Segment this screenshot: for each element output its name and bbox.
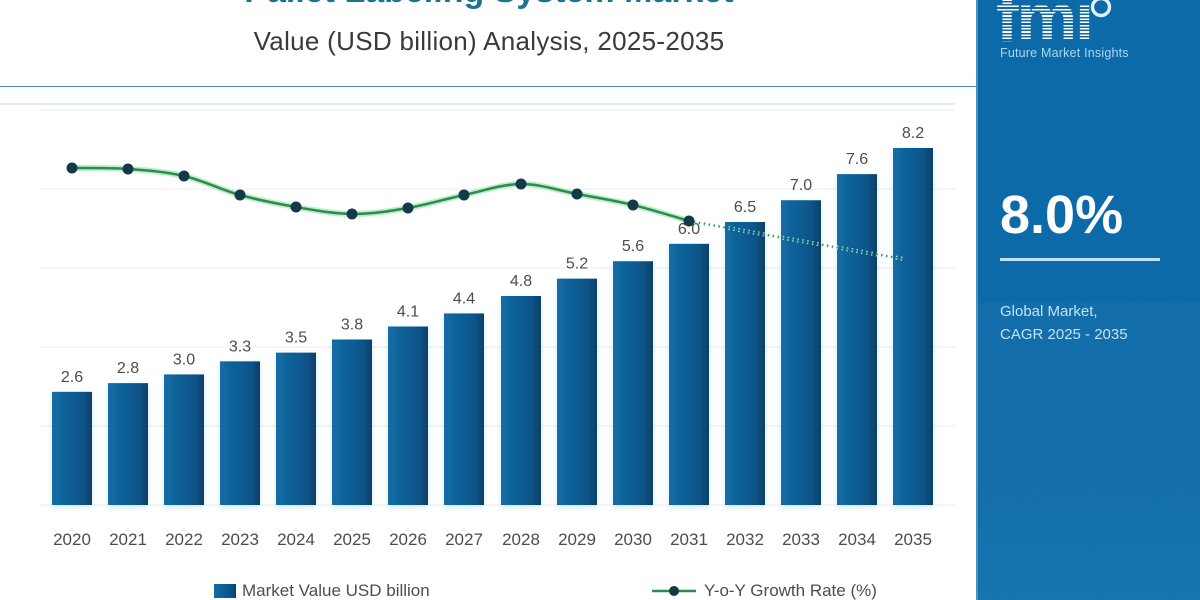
svg-text:2028: 2028 [502, 530, 540, 549]
svg-text:2032: 2032 [726, 530, 764, 549]
svg-text:4.8: 4.8 [510, 273, 532, 290]
svg-text:6.5: 6.5 [734, 199, 756, 216]
svg-text:5.6: 5.6 [622, 238, 644, 255]
svg-text:2.6: 2.6 [61, 369, 83, 386]
svg-text:2030: 2030 [614, 530, 652, 549]
svg-text:2022: 2022 [165, 530, 203, 549]
svg-text:4.4: 4.4 [453, 290, 475, 307]
svg-text:2023: 2023 [221, 530, 259, 549]
svg-text:2020: 2020 [53, 530, 91, 549]
svg-text:3.3: 3.3 [229, 338, 251, 355]
svg-text:7.0: 7.0 [790, 177, 812, 194]
svg-text:2025: 2025 [333, 530, 371, 549]
svg-text:3.0: 3.0 [173, 351, 195, 368]
svg-text:5.2: 5.2 [566, 256, 588, 273]
svg-text:2027: 2027 [445, 530, 483, 549]
svg-text:2034: 2034 [838, 530, 876, 549]
svg-text:7.6: 7.6 [846, 151, 868, 168]
svg-text:8.2: 8.2 [902, 125, 924, 142]
svg-text:2021: 2021 [109, 530, 147, 549]
svg-text:2024: 2024 [277, 530, 315, 549]
svg-text:2033: 2033 [782, 530, 820, 549]
svg-text:2029: 2029 [558, 530, 596, 549]
svg-text:4.1: 4.1 [397, 304, 419, 321]
svg-text:2035: 2035 [894, 530, 932, 549]
svg-text:Y-o-Y Growth Rate (%): Y-o-Y Growth Rate (%) [704, 581, 877, 600]
svg-text:3.8: 3.8 [341, 317, 363, 334]
svg-text:Market Value USD billion: Market Value USD billion [242, 581, 430, 600]
svg-text:2031: 2031 [670, 530, 708, 549]
svg-text:3.5: 3.5 [285, 330, 307, 347]
svg-text:2.8: 2.8 [117, 360, 139, 377]
svg-text:2026: 2026 [389, 530, 427, 549]
